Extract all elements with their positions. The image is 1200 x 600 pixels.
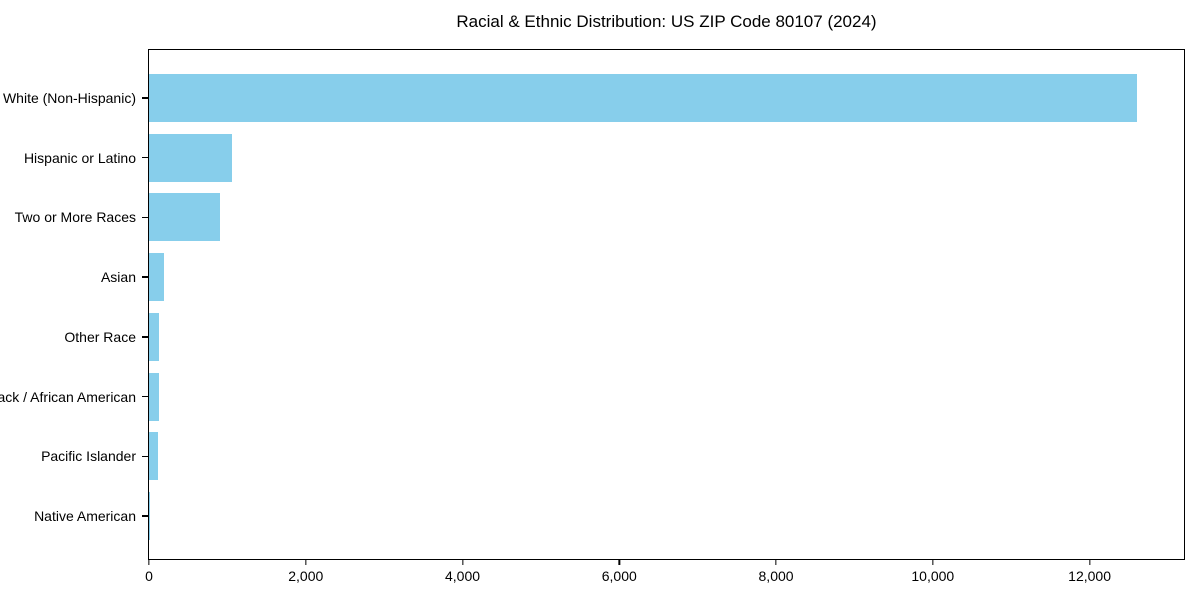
bar-hispanic-or-latino	[149, 133, 233, 182]
x-tick-label: 10,000	[911, 568, 955, 584]
x-tick-label: 6,000	[601, 568, 637, 584]
plot-area: White (Non-Hispanic) Hispanic or Latino Tw…	[0, 49, 1185, 583]
x-tick-mark	[305, 559, 307, 565]
bar-asian	[149, 253, 164, 302]
y-tick-mark	[142, 276, 149, 278]
y-tick-mark	[142, 515, 149, 517]
bar-two-or-more-races	[149, 193, 221, 242]
x-tick-mark	[618, 559, 620, 565]
category-label: Pacific Islander	[41, 448, 136, 465]
x-tick-label: 8,000	[758, 568, 794, 584]
chart-title: Racial & Ethnic Distribution: US ZIP Cod…	[456, 12, 877, 31]
bar-pacific-islander	[149, 432, 159, 481]
x-tick-mark	[461, 559, 464, 565]
x-tick-label: 12,000	[1068, 568, 1111, 584]
y-tick-mark	[142, 97, 149, 99]
category-label: Other Race	[64, 328, 136, 345]
y-tick-mark	[142, 157, 149, 159]
bar-black-african-american	[149, 372, 159, 421]
category-label: Native American	[34, 508, 136, 524]
y-tick-mark	[142, 455, 149, 457]
x-tick-label: 4,000	[444, 568, 481, 584]
x-tick-label: 0	[145, 568, 153, 584]
x-tick-mark	[1088, 559, 1091, 565]
y-tick-mark	[142, 216, 149, 219]
category-label: Hispanic or Latino	[23, 149, 136, 166]
category-label: Asian	[100, 269, 136, 286]
category-label: White (Non-Hispanic)	[2, 90, 136, 106]
x-tick-label: 2,000	[288, 568, 324, 584]
category-label: Black / African American	[0, 388, 136, 405]
bar-other-race	[149, 312, 160, 361]
x-tick-mark	[775, 559, 777, 565]
y-tick-mark	[142, 395, 149, 398]
x-tick-mark	[148, 559, 150, 565]
category-label: Two or More Races	[14, 209, 136, 226]
bar-native-american	[149, 492, 150, 540]
bar-white-non-hispanic	[149, 74, 1137, 122]
y-tick-mark	[142, 336, 149, 338]
x-tick-mark	[932, 559, 934, 565]
